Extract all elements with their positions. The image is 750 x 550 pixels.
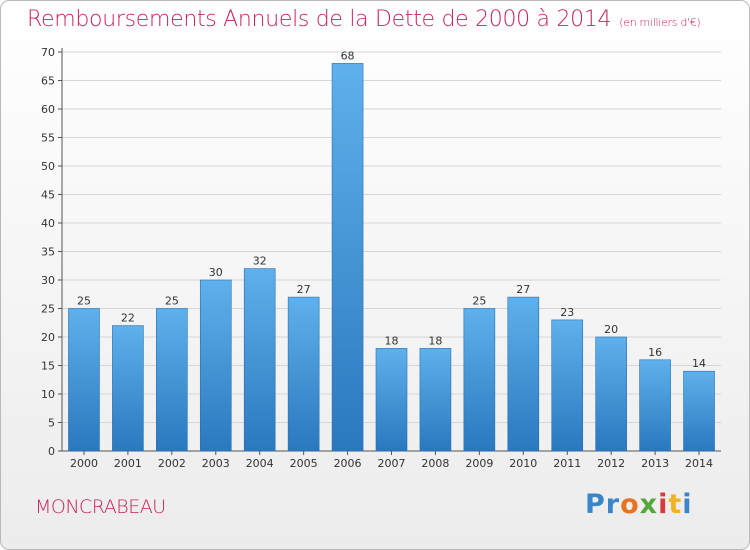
y-tick-label: 15 xyxy=(41,360,55,373)
labels: 25 2000 22 2001 25 2002 30 2003 32 2004 27 2005 68 20… xyxy=(70,49,713,470)
x-tick-label-2003: 2003 xyxy=(202,457,230,470)
bar-2013 xyxy=(639,359,671,452)
value-label-2006: 68 xyxy=(341,49,355,62)
bar-2006 xyxy=(331,63,364,452)
value-label-2011: 23 xyxy=(560,306,574,319)
chart-unit: (en milliers d'€) xyxy=(619,16,701,29)
bar-2012 xyxy=(595,336,627,452)
bar-2009 xyxy=(463,308,496,452)
y-tick-label: 60 xyxy=(41,103,55,116)
bars xyxy=(68,63,715,452)
y-tick-label: 30 xyxy=(41,274,55,287)
y-tick-label: 10 xyxy=(41,388,55,401)
y-tick-label: 35 xyxy=(41,246,55,259)
chart-title: Remboursements Annuels de la Dette de 20… xyxy=(27,7,701,32)
bar-2008 xyxy=(419,348,452,452)
x-tick-label-2013: 2013 xyxy=(641,457,669,470)
bar-2002 xyxy=(156,308,188,452)
y-tick-label: 65 xyxy=(41,75,55,88)
value-label-2003: 30 xyxy=(209,266,223,279)
bar-2007 xyxy=(375,348,408,452)
x-tick-label-2006: 2006 xyxy=(334,457,362,470)
value-label-2012: 20 xyxy=(604,323,618,336)
bar-2001 xyxy=(112,325,144,452)
chart-title-text: Remboursements Annuels de la Dette de 20… xyxy=(27,7,612,32)
x-tick-label-2009: 2009 xyxy=(465,457,493,470)
value-label-2009: 25 xyxy=(472,295,486,308)
value-label-2001: 22 xyxy=(121,312,135,325)
bar-2000 xyxy=(68,308,100,452)
proxiti-logo: Proxiti xyxy=(585,489,693,520)
x-tick-label-2004: 2004 xyxy=(246,457,274,470)
y-tick-label: 50 xyxy=(41,160,55,173)
value-label-2004: 32 xyxy=(253,255,267,268)
y-tick-label: 70 xyxy=(41,46,55,59)
bar-2010 xyxy=(507,296,540,452)
value-label-2013: 16 xyxy=(648,346,662,359)
bar-2003 xyxy=(199,279,232,452)
y-tick-label: 20 xyxy=(41,331,55,344)
value-label-2010: 27 xyxy=(516,283,530,296)
y-tick-label: 5 xyxy=(48,417,55,430)
y-tick-label: 45 xyxy=(41,189,55,202)
x-tick-label-2008: 2008 xyxy=(421,457,449,470)
value-label-2007: 18 xyxy=(385,334,399,347)
x-tick-label-2012: 2012 xyxy=(597,457,625,470)
x-tick-label-2014: 2014 xyxy=(685,457,713,470)
value-label-2000: 25 xyxy=(77,295,91,308)
y-tick-label: 55 xyxy=(41,132,55,145)
value-label-2008: 18 xyxy=(428,334,442,347)
y-tick-label: 0 xyxy=(48,445,55,458)
y-tick-label: 25 xyxy=(41,303,55,316)
x-tick-label-2000: 2000 xyxy=(70,457,98,470)
x-tick-label-2001: 2001 xyxy=(114,457,142,470)
x-tick-label-2005: 2005 xyxy=(290,457,318,470)
value-label-2014: 14 xyxy=(692,357,706,370)
x-tick-label-2011: 2011 xyxy=(553,457,581,470)
bar-2014 xyxy=(683,370,715,452)
x-tick-label-2010: 2010 xyxy=(509,457,537,470)
x-tick-label-2002: 2002 xyxy=(158,457,186,470)
commune-name: MONCRABEAU xyxy=(35,496,166,518)
y-tick-label: 40 xyxy=(41,217,55,230)
bar-2011 xyxy=(551,319,584,452)
x-tick-label-2007: 2007 xyxy=(378,457,406,470)
bar-2005 xyxy=(287,296,320,452)
bar-2004 xyxy=(243,268,276,452)
value-label-2005: 27 xyxy=(297,283,311,296)
value-label-2002: 25 xyxy=(165,295,179,308)
